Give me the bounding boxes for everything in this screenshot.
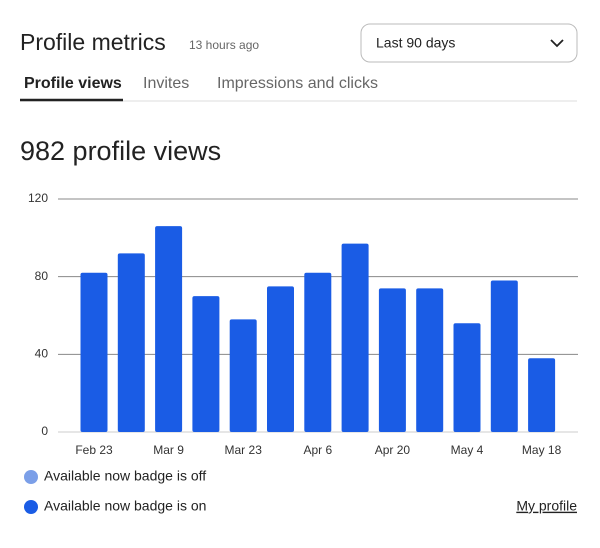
dropdown-label[interactable]: Last 90 days <box>376 35 455 51</box>
dropdown[interactable]: Last 90 days <box>360 23 578 63</box>
bar <box>490 280 518 432</box>
bar <box>528 358 556 432</box>
bar <box>229 319 257 432</box>
y-tick-label: 120 <box>28 191 48 205</box>
dropdown-box[interactable] <box>360 23 578 63</box>
legend-label: Available now badge is on <box>44 498 206 514</box>
bar <box>304 272 332 432</box>
bar <box>267 286 294 432</box>
legend-label: Available now badge is off <box>44 468 206 484</box>
chevron <box>550 39 564 48</box>
updated: 13 hours ago <box>189 38 259 52</box>
bar <box>453 323 481 432</box>
x-tick-label: May 18 <box>522 443 562 457</box>
tab[interactable]: Impressions and clicks <box>217 75 378 92</box>
legend-swatch <box>24 500 38 514</box>
bar <box>80 272 108 432</box>
tab[interactable]: Profile views <box>24 75 122 92</box>
profile-link[interactable]: My profile <box>516 498 577 514</box>
y-tick-label: 0 <box>41 424 48 438</box>
bar <box>378 288 406 432</box>
legend-swatch <box>24 470 38 484</box>
x-tick-label: Feb 23 <box>75 443 113 457</box>
tab[interactable]: Invites <box>143 75 189 92</box>
x-tick-label: May 4 <box>451 443 484 457</box>
title: Profile metrics <box>20 29 166 55</box>
x-tick-label: Apr 6 <box>303 443 332 457</box>
bar <box>155 226 183 432</box>
x-tick-label: Apr 20 <box>375 443 411 457</box>
bar <box>192 296 220 432</box>
y-tick-label: 80 <box>35 269 49 283</box>
y-tick-label: 40 <box>35 347 49 361</box>
bar <box>117 253 145 432</box>
x-tick-label: Mar 9 <box>153 443 184 457</box>
bar <box>416 288 444 432</box>
x-tick-label: Mar 23 <box>225 443 263 457</box>
bar <box>341 243 369 432</box>
headline: 982 profile views <box>20 136 221 166</box>
